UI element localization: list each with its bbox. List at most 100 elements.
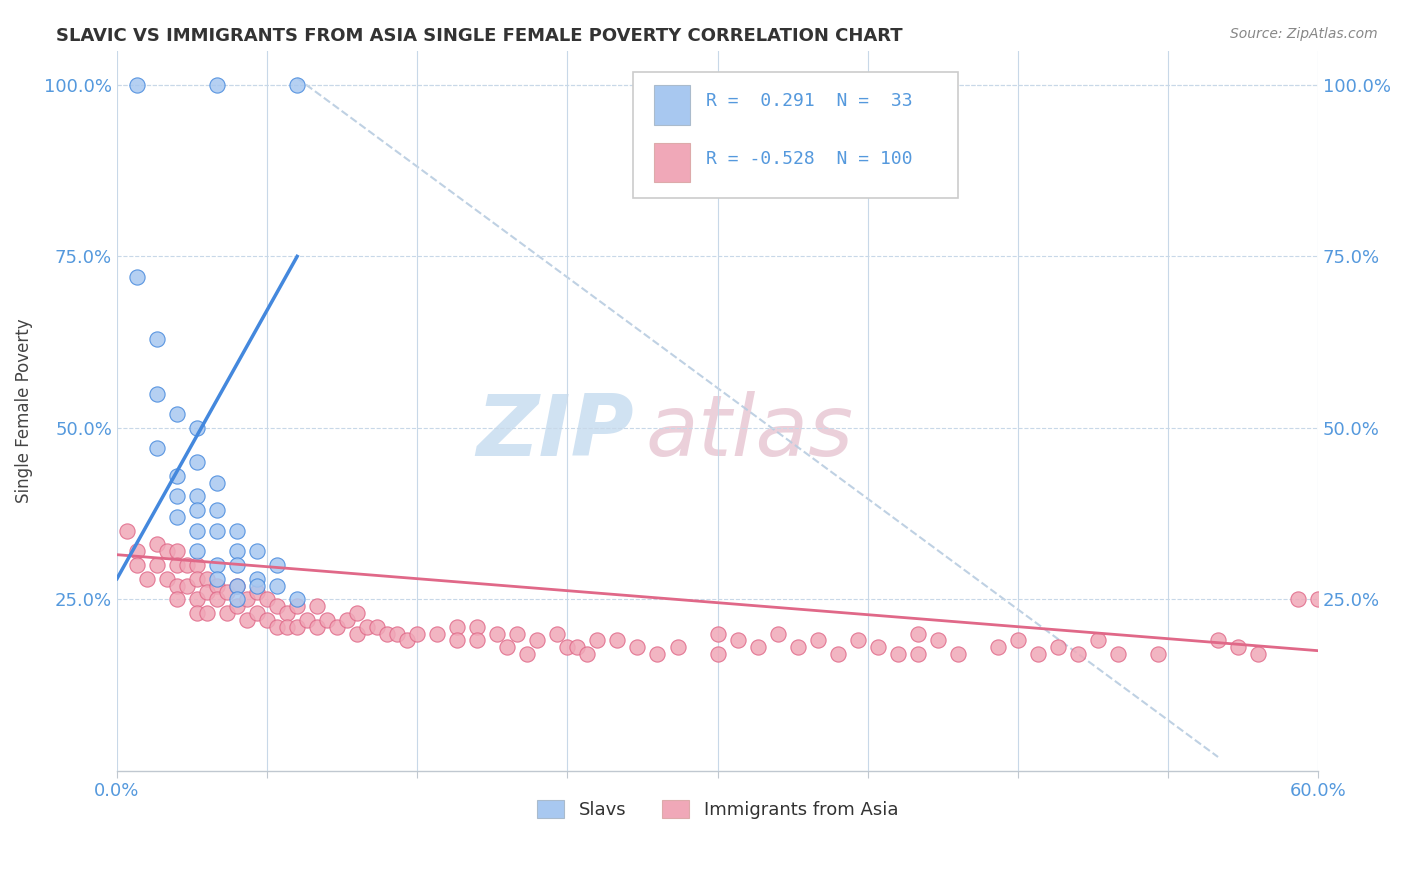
Point	[166, 558, 188, 572]
Point	[166, 468, 188, 483]
Point	[186, 421, 208, 435]
Point	[176, 558, 198, 572]
Point	[226, 558, 249, 572]
Text: R = -0.528  N = 100: R = -0.528 N = 100	[706, 150, 912, 168]
Point	[146, 558, 169, 572]
Bar	[654, 143, 690, 183]
Point	[786, 640, 808, 655]
Point	[346, 626, 368, 640]
Point	[226, 544, 249, 558]
Point	[586, 633, 609, 648]
Point	[125, 270, 148, 285]
Point	[1087, 633, 1109, 648]
Point	[205, 78, 228, 92]
Point	[747, 640, 769, 655]
Point	[465, 633, 488, 648]
Point	[246, 544, 269, 558]
Point	[166, 544, 188, 558]
Point	[366, 620, 388, 634]
Point	[205, 558, 228, 572]
Point	[1286, 592, 1309, 607]
Point	[285, 620, 308, 634]
Point	[166, 407, 188, 421]
Point	[307, 620, 329, 634]
Point	[1247, 647, 1270, 661]
Point	[387, 626, 409, 640]
Point	[186, 544, 208, 558]
Point	[266, 558, 288, 572]
Point	[516, 647, 538, 661]
Point	[446, 620, 468, 634]
Point	[146, 332, 169, 346]
Point	[186, 455, 208, 469]
Point	[396, 633, 419, 648]
Point	[295, 613, 318, 627]
Point	[217, 606, 239, 620]
Point	[1147, 647, 1170, 661]
Point	[766, 626, 789, 640]
Point	[266, 578, 288, 592]
Point	[166, 592, 188, 607]
Point	[226, 592, 249, 607]
Point	[205, 578, 228, 592]
Point	[186, 490, 208, 504]
Point	[186, 592, 208, 607]
Point	[907, 626, 929, 640]
Point	[205, 572, 228, 586]
Point	[1067, 647, 1090, 661]
Point	[486, 626, 509, 640]
Point	[266, 620, 288, 634]
Point	[186, 558, 208, 572]
Point	[146, 442, 169, 456]
Text: ZIP: ZIP	[475, 391, 634, 474]
Point	[246, 572, 269, 586]
Point	[186, 572, 208, 586]
Point	[236, 613, 259, 627]
Point	[226, 578, 249, 592]
Point	[907, 647, 929, 661]
Point	[136, 572, 159, 586]
Point	[285, 78, 308, 92]
Point	[266, 599, 288, 614]
Point	[166, 490, 188, 504]
Text: Source: ZipAtlas.com: Source: ZipAtlas.com	[1230, 27, 1378, 41]
Point	[727, 633, 749, 648]
Legend: Slavs, Immigrants from Asia: Slavs, Immigrants from Asia	[530, 793, 905, 827]
Point	[146, 386, 169, 401]
Point	[1227, 640, 1250, 655]
Point	[626, 640, 648, 655]
Y-axis label: Single Female Poverty: Single Female Poverty	[15, 318, 32, 503]
Point	[226, 599, 249, 614]
Point	[706, 647, 728, 661]
Point	[496, 640, 519, 655]
Point	[307, 599, 329, 614]
Point	[526, 633, 548, 648]
Point	[285, 592, 308, 607]
Point	[706, 626, 728, 640]
Point	[1007, 633, 1029, 648]
Point	[276, 606, 298, 620]
Point	[226, 524, 249, 538]
Point	[846, 633, 869, 648]
Point	[146, 537, 169, 551]
Point	[946, 647, 969, 661]
Point	[186, 503, 208, 517]
Point	[446, 633, 468, 648]
Point	[217, 585, 239, 599]
Point	[576, 647, 599, 661]
Point	[506, 626, 529, 640]
Point	[326, 620, 349, 634]
Point	[195, 572, 218, 586]
Point	[866, 640, 889, 655]
Point	[125, 78, 148, 92]
Point	[567, 640, 589, 655]
Point	[606, 633, 628, 648]
Point	[375, 626, 398, 640]
Point	[236, 592, 259, 607]
Bar	[654, 86, 690, 125]
Point	[186, 524, 208, 538]
Point	[927, 633, 949, 648]
Point	[205, 503, 228, 517]
Point	[246, 606, 269, 620]
Point	[166, 578, 188, 592]
